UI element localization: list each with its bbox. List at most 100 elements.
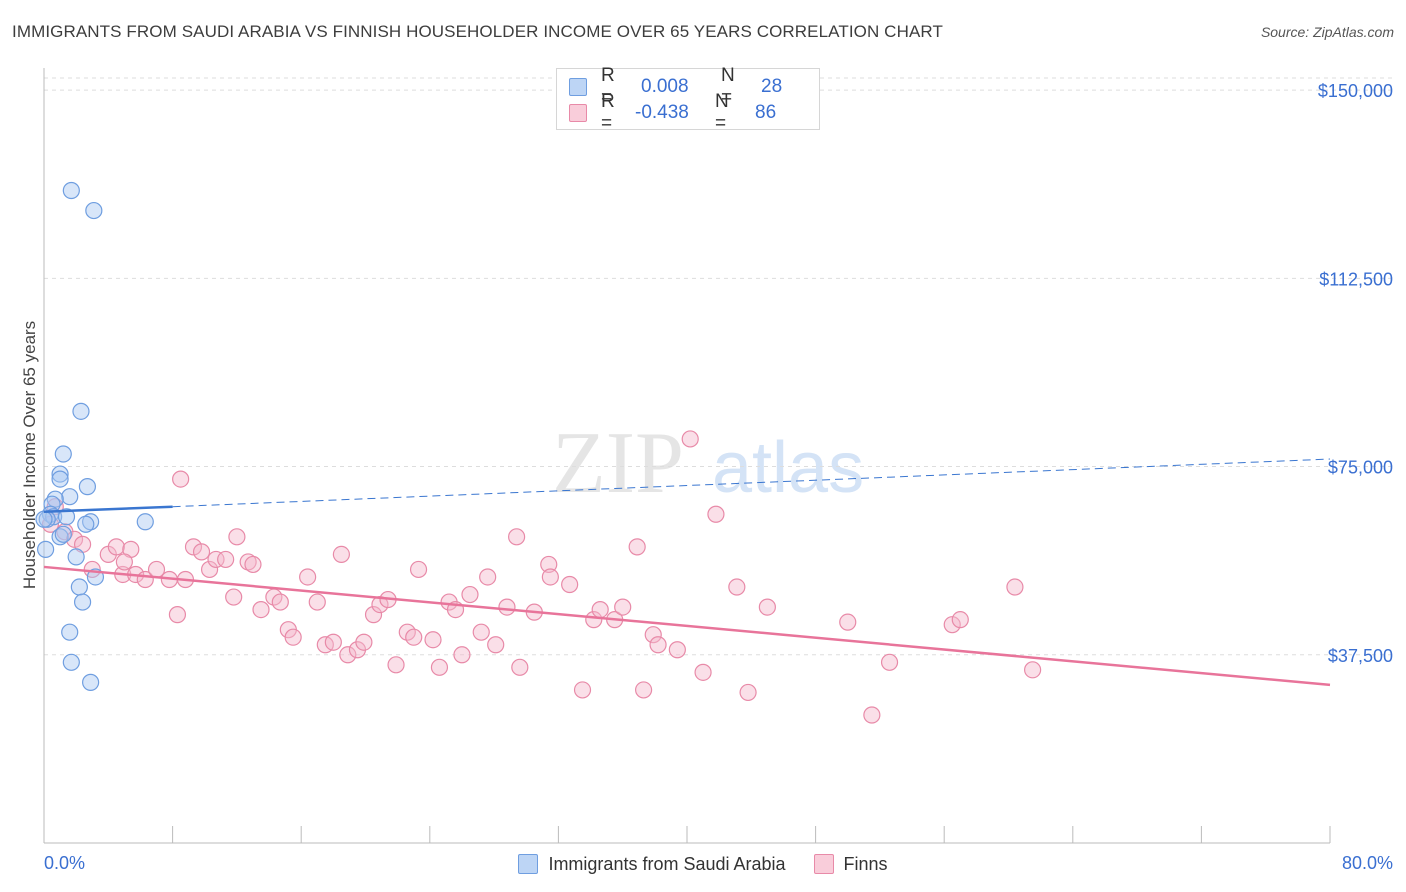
x-tick-label: 80.0% xyxy=(1342,853,1393,873)
point-finns xyxy=(172,470,190,488)
legend-swatch-pink xyxy=(569,104,587,122)
point-finns xyxy=(252,601,270,619)
y-tick-label: $150,000 xyxy=(1318,81,1393,101)
point-finns xyxy=(168,606,187,624)
point-saudi xyxy=(61,488,79,506)
point-finns xyxy=(839,613,857,631)
point-finns xyxy=(880,653,899,671)
point-finns xyxy=(628,538,646,556)
n-label: N = xyxy=(715,91,729,134)
point-finns xyxy=(508,528,526,546)
point-finns xyxy=(200,560,219,579)
point-finns xyxy=(1024,661,1042,679)
point-finns xyxy=(573,681,592,699)
point-finns xyxy=(951,611,969,629)
axis-labels: $37,500 $75,000 $112,500 $150,000 0.0% 80.0% H… xyxy=(20,81,1393,873)
legend-label-saudi: Immigrants from Saudi Arabia xyxy=(548,853,786,874)
axes xyxy=(43,68,1331,844)
watermark-zip: ZIP xyxy=(552,415,684,512)
point-finns xyxy=(207,550,225,569)
point-saudi xyxy=(62,181,80,200)
legend-swatch-pink xyxy=(813,854,834,874)
point-finns xyxy=(591,601,609,619)
point-finns xyxy=(634,681,653,699)
point-finns xyxy=(324,633,342,651)
trend-lines xyxy=(43,458,1331,687)
point-finns xyxy=(430,658,449,676)
stats-legend: R = 0.008 N = 28 R = -0.438 N = 86 xyxy=(556,65,820,134)
point-finns xyxy=(355,633,373,651)
point-finns xyxy=(541,568,559,586)
point-saudi xyxy=(85,201,103,220)
chart-title: IMMIGRANTS FROM SAUDI ARABIA VS FINNISH … xyxy=(12,22,943,41)
r-label: R = xyxy=(601,91,615,134)
legend-swatch-blue xyxy=(569,78,587,96)
y-tick-label: $37,500 xyxy=(1328,646,1393,666)
point-finns xyxy=(409,560,428,579)
point-finns xyxy=(424,631,442,649)
point-saudi xyxy=(51,470,69,488)
r-label: R = xyxy=(601,65,615,108)
data-points xyxy=(35,181,1042,724)
point-finns xyxy=(217,550,235,569)
y-tick-label: $112,500 xyxy=(1319,269,1393,289)
trend-line-saudi-extension xyxy=(172,458,1331,508)
point-saudi xyxy=(72,402,90,420)
r-value: -0.438 xyxy=(635,102,689,123)
point-finns xyxy=(644,626,662,644)
point-finns xyxy=(649,636,667,654)
point-finns xyxy=(681,430,699,448)
point-finns xyxy=(739,683,757,702)
point-finns xyxy=(511,658,529,676)
y-tick-label: $75,000 xyxy=(1328,458,1393,478)
point-saudi xyxy=(136,513,154,531)
trend-line-finns xyxy=(43,565,1331,687)
source-credit: Source: ZipAtlas.com xyxy=(1260,24,1394,40)
point-finns xyxy=(668,641,686,659)
point-saudi xyxy=(78,478,97,496)
stats-legend-row-finns: R = -0.438 N = 86 xyxy=(569,91,777,134)
point-saudi xyxy=(73,593,92,611)
point-finns xyxy=(271,593,289,611)
point-finns xyxy=(614,598,632,616)
point-finns xyxy=(479,568,497,586)
point-finns xyxy=(758,598,776,616)
point-finns xyxy=(107,538,125,556)
n-value: 28 xyxy=(761,76,783,97)
point-saudi xyxy=(37,540,55,558)
y-axis-title: Householder Income Over 65 years xyxy=(20,321,39,589)
stats-legend-row-saudi: R = 0.008 N = 28 xyxy=(569,65,783,108)
point-finns xyxy=(707,505,725,523)
n-value: 86 xyxy=(755,102,777,123)
point-finns xyxy=(498,598,516,616)
point-finns xyxy=(244,555,262,574)
point-finns xyxy=(694,663,712,681)
point-finns xyxy=(585,611,603,629)
point-finns xyxy=(364,606,383,624)
point-finns xyxy=(308,593,326,611)
point-finns xyxy=(540,555,558,574)
point-finns xyxy=(339,646,357,664)
point-finns xyxy=(284,628,302,646)
point-finns xyxy=(299,568,317,586)
point-finns xyxy=(1006,578,1024,596)
point-finns xyxy=(453,646,471,664)
trend-line-saudi xyxy=(43,505,173,513)
r-value: 0.008 xyxy=(641,76,689,97)
point-finns xyxy=(228,528,246,546)
point-saudi xyxy=(70,578,88,596)
watermark-atlas: atlas xyxy=(712,428,864,508)
point-finns xyxy=(472,623,490,641)
point-finns xyxy=(115,553,133,571)
legend-swatch-blue xyxy=(518,854,539,874)
point-finns xyxy=(561,575,579,594)
point-finns xyxy=(405,628,423,646)
legend-item-finns: Finns xyxy=(813,853,888,875)
point-finns xyxy=(192,543,211,561)
n-label: N = xyxy=(721,65,735,108)
legend-label-finns: Finns xyxy=(843,853,888,874)
point-saudi xyxy=(82,513,100,531)
point-finns xyxy=(863,706,881,724)
x-tick-label: 0.0% xyxy=(44,853,85,873)
